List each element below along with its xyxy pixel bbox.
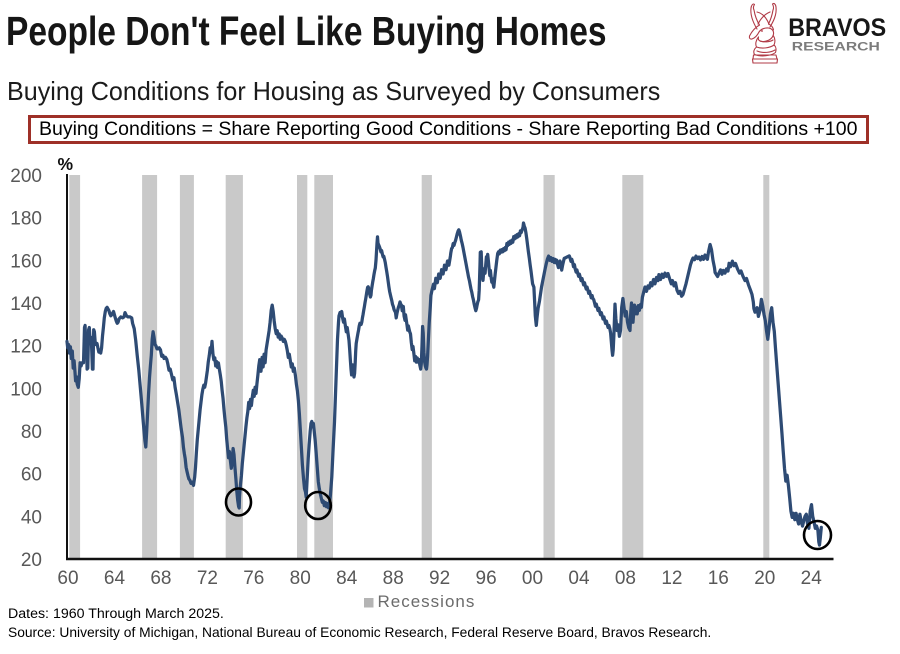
svg-text:40: 40 bbox=[21, 507, 42, 528]
svg-text:160: 160 bbox=[10, 251, 42, 272]
svg-text:00: 00 bbox=[522, 568, 543, 589]
svg-text:20: 20 bbox=[21, 550, 42, 571]
svg-text:80: 80 bbox=[21, 422, 42, 443]
svg-text:84: 84 bbox=[336, 568, 358, 589]
svg-text:60: 60 bbox=[21, 465, 42, 486]
svg-text:200: 200 bbox=[10, 166, 42, 187]
svg-text:100: 100 bbox=[10, 379, 42, 400]
svg-text:76: 76 bbox=[243, 568, 264, 589]
svg-text:%: % bbox=[58, 154, 74, 174]
svg-text:60: 60 bbox=[57, 568, 78, 589]
svg-text:04: 04 bbox=[568, 568, 590, 589]
svg-text:16: 16 bbox=[708, 568, 729, 589]
svg-text:92: 92 bbox=[429, 568, 450, 589]
svg-text:20: 20 bbox=[754, 568, 775, 589]
svg-text:120: 120 bbox=[10, 337, 42, 358]
svg-text:72: 72 bbox=[197, 568, 218, 589]
svg-text:88: 88 bbox=[383, 568, 404, 589]
svg-text:96: 96 bbox=[476, 568, 497, 589]
svg-text:140: 140 bbox=[10, 294, 42, 315]
svg-text:12: 12 bbox=[661, 568, 682, 589]
svg-text:08: 08 bbox=[615, 568, 636, 589]
svg-text:68: 68 bbox=[150, 568, 171, 589]
svg-text:180: 180 bbox=[10, 209, 42, 230]
svg-text:BRAVOS: BRAVOS bbox=[788, 14, 886, 42]
svg-text:RESEARCH: RESEARCH bbox=[792, 41, 880, 53]
svg-text:24: 24 bbox=[801, 568, 823, 589]
svg-text:Recessions: Recessions bbox=[378, 592, 476, 611]
svg-text:80: 80 bbox=[290, 568, 311, 589]
svg-text:64: 64 bbox=[104, 568, 126, 589]
